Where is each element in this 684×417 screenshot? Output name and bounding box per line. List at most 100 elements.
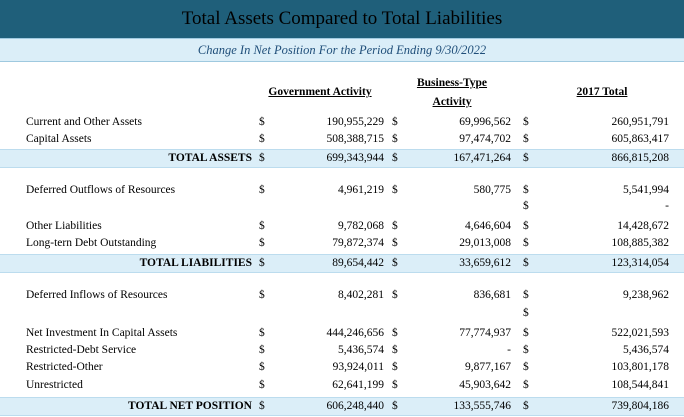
table-row: Restricted-Other $93,924,011 $9,877,167 $10… — [0, 359, 684, 376]
business-value: 167,471,264 — [453, 152, 512, 164]
row-label: Net Investment In Capital Assets — [26, 327, 178, 339]
row-label: Deferred Outflows of Resources — [26, 184, 176, 196]
total-row: TOTAL NET POSITION $606,248,440 $133,555,7… — [0, 397, 684, 416]
table-row: Deferred Inflows of Resources $8,402,281 $… — [0, 287, 684, 304]
gov-value: 606,248,440 — [326, 400, 385, 412]
total-value: 9,238,962 — [623, 289, 669, 301]
total-dollar-sign: $ — [523, 327, 529, 339]
business-dollar-sign: $ — [392, 116, 398, 128]
table-row: $ — [0, 305, 684, 322]
gov-value: 508,388,715 — [326, 133, 385, 145]
row-label: Unrestricted — [26, 379, 83, 391]
gov-dollar-sign: $ — [259, 379, 265, 391]
sheet-subtitle: Change In Net Position For the Period En… — [0, 38, 684, 62]
business-value: - — [507, 344, 511, 356]
total-dollar-sign: $ — [523, 361, 529, 373]
total-value: 260,951,791 — [611, 116, 670, 128]
business-value: 29,013,008 — [459, 237, 511, 249]
total-dollar-sign: $ — [523, 237, 529, 249]
business-dollar-sign: $ — [392, 344, 398, 356]
total-dollar-sign: $ — [523, 257, 529, 269]
row-label: TOTAL NET POSITION — [128, 400, 252, 412]
total-dollar-sign: $ — [523, 344, 529, 356]
total-dollar-sign: $ — [523, 289, 529, 301]
gov-value: 9,782,068 — [338, 220, 384, 232]
total-row: TOTAL LIABILITIES $89,654,442 $33,659,612 $… — [0, 254, 684, 273]
bottom-divider — [0, 415, 684, 416]
business-dollar-sign: $ — [392, 237, 398, 249]
row-label: Capital Assets — [26, 133, 92, 145]
business-value: 580,775 — [473, 184, 511, 196]
business-dollar-sign: $ — [392, 400, 398, 412]
gov-dollar-sign: $ — [259, 152, 265, 164]
business-dollar-sign: $ — [392, 220, 398, 232]
business-value: 97,474,702 — [459, 133, 511, 145]
gov-value: 93,924,011 — [332, 361, 384, 373]
table-row: $ - — [0, 198, 684, 215]
table-row: Restricted-Debt Service $5,436,574 $ - $5,43… — [0, 342, 684, 359]
business-value: 45,903,642 — [459, 379, 511, 391]
total-value: 522,021,593 — [611, 327, 670, 339]
row-label: Deferred Inflows of Resources — [26, 289, 168, 301]
business-dollar-sign: $ — [392, 257, 398, 269]
header-business-type-2: Activity — [392, 96, 512, 108]
table-row: Deferred Outflows of Resources $4,961,219… — [0, 182, 684, 199]
business-dollar-sign: $ — [392, 379, 398, 391]
total-value: 605,863,417 — [611, 133, 670, 145]
row-label: Current and Other Assets — [26, 116, 142, 128]
gov-value: 4,961,219 — [338, 184, 384, 196]
total-value: 866,815,208 — [611, 152, 670, 164]
gov-dollar-sign: $ — [259, 289, 265, 301]
header-business-type: Business-Type — [392, 77, 512, 89]
gov-value: 699,343,944 — [326, 152, 385, 164]
business-dollar-sign: $ — [392, 184, 398, 196]
gov-dollar-sign: $ — [259, 400, 265, 412]
header-business-type-line2: Activity — [432, 96, 472, 108]
row-label: Restricted-Debt Service — [26, 344, 137, 356]
gov-dollar-sign: $ — [259, 116, 265, 128]
gov-dollar-sign: $ — [259, 237, 265, 249]
total-dollar-sign: $ — [523, 152, 529, 164]
total-dollar-sign: $ — [523, 116, 529, 128]
business-dollar-sign: $ — [392, 289, 398, 301]
total-value: 5,541,994 — [623, 184, 669, 196]
total-value: 123,314,054 — [611, 257, 670, 269]
gov-value: 8,402,281 — [338, 289, 384, 301]
gov-dollar-sign: $ — [259, 133, 265, 145]
table-row: Unrestricted $62,641,199 $45,903,642 $108,5… — [0, 377, 684, 394]
header-business-type-line1: Business-Type — [416, 77, 488, 89]
table-row: Capital Assets $508,388,715 $97,474,702 $60… — [0, 131, 684, 148]
business-value: 33,659,612 — [459, 257, 511, 269]
gov-value: 5,436,574 — [338, 344, 384, 356]
business-value: 133,555,746 — [453, 400, 512, 412]
header-total: 2017 Total — [576, 86, 628, 98]
gov-value: 89,654,442 — [332, 257, 384, 269]
gov-dollar-sign: $ — [259, 344, 265, 356]
table-row: Net Investment In Capital Assets $444,246… — [0, 325, 684, 342]
total-dollar-sign: $ — [523, 200, 529, 212]
total-value: 14,428,672 — [617, 220, 669, 232]
total-value: 739,804,186 — [611, 400, 670, 412]
business-dollar-sign: $ — [392, 133, 398, 145]
total-dollar-sign: $ — [523, 307, 529, 319]
row-label: Other Liabilities — [26, 220, 102, 232]
table-row: Long-tern Debt Outstanding $79,872,374 $29… — [0, 235, 684, 252]
gov-dollar-sign: $ — [259, 184, 265, 196]
business-value: 4,646,604 — [465, 220, 511, 232]
business-dollar-sign: $ — [392, 327, 398, 339]
gov-value: 79,872,374 — [332, 237, 384, 249]
total-dollar-sign: $ — [523, 220, 529, 232]
gov-dollar-sign: $ — [259, 361, 265, 373]
business-value: 77,774,937 — [459, 327, 511, 339]
total-dollar-sign: $ — [523, 133, 529, 145]
total-value: 108,544,841 — [611, 379, 670, 391]
gov-value: 62,641,199 — [332, 379, 384, 391]
gov-value: 444,246,656 — [326, 327, 385, 339]
sheet-title: Total Assets Compared to Total Liabiliti… — [0, 0, 684, 38]
gov-dollar-sign: $ — [259, 257, 265, 269]
business-dollar-sign: $ — [392, 152, 398, 164]
total-value: - — [665, 200, 669, 212]
row-label: Long-tern Debt Outstanding — [26, 237, 157, 249]
total-row: TOTAL ASSETS $699,343,944 $167,471,264 $866… — [0, 149, 684, 168]
